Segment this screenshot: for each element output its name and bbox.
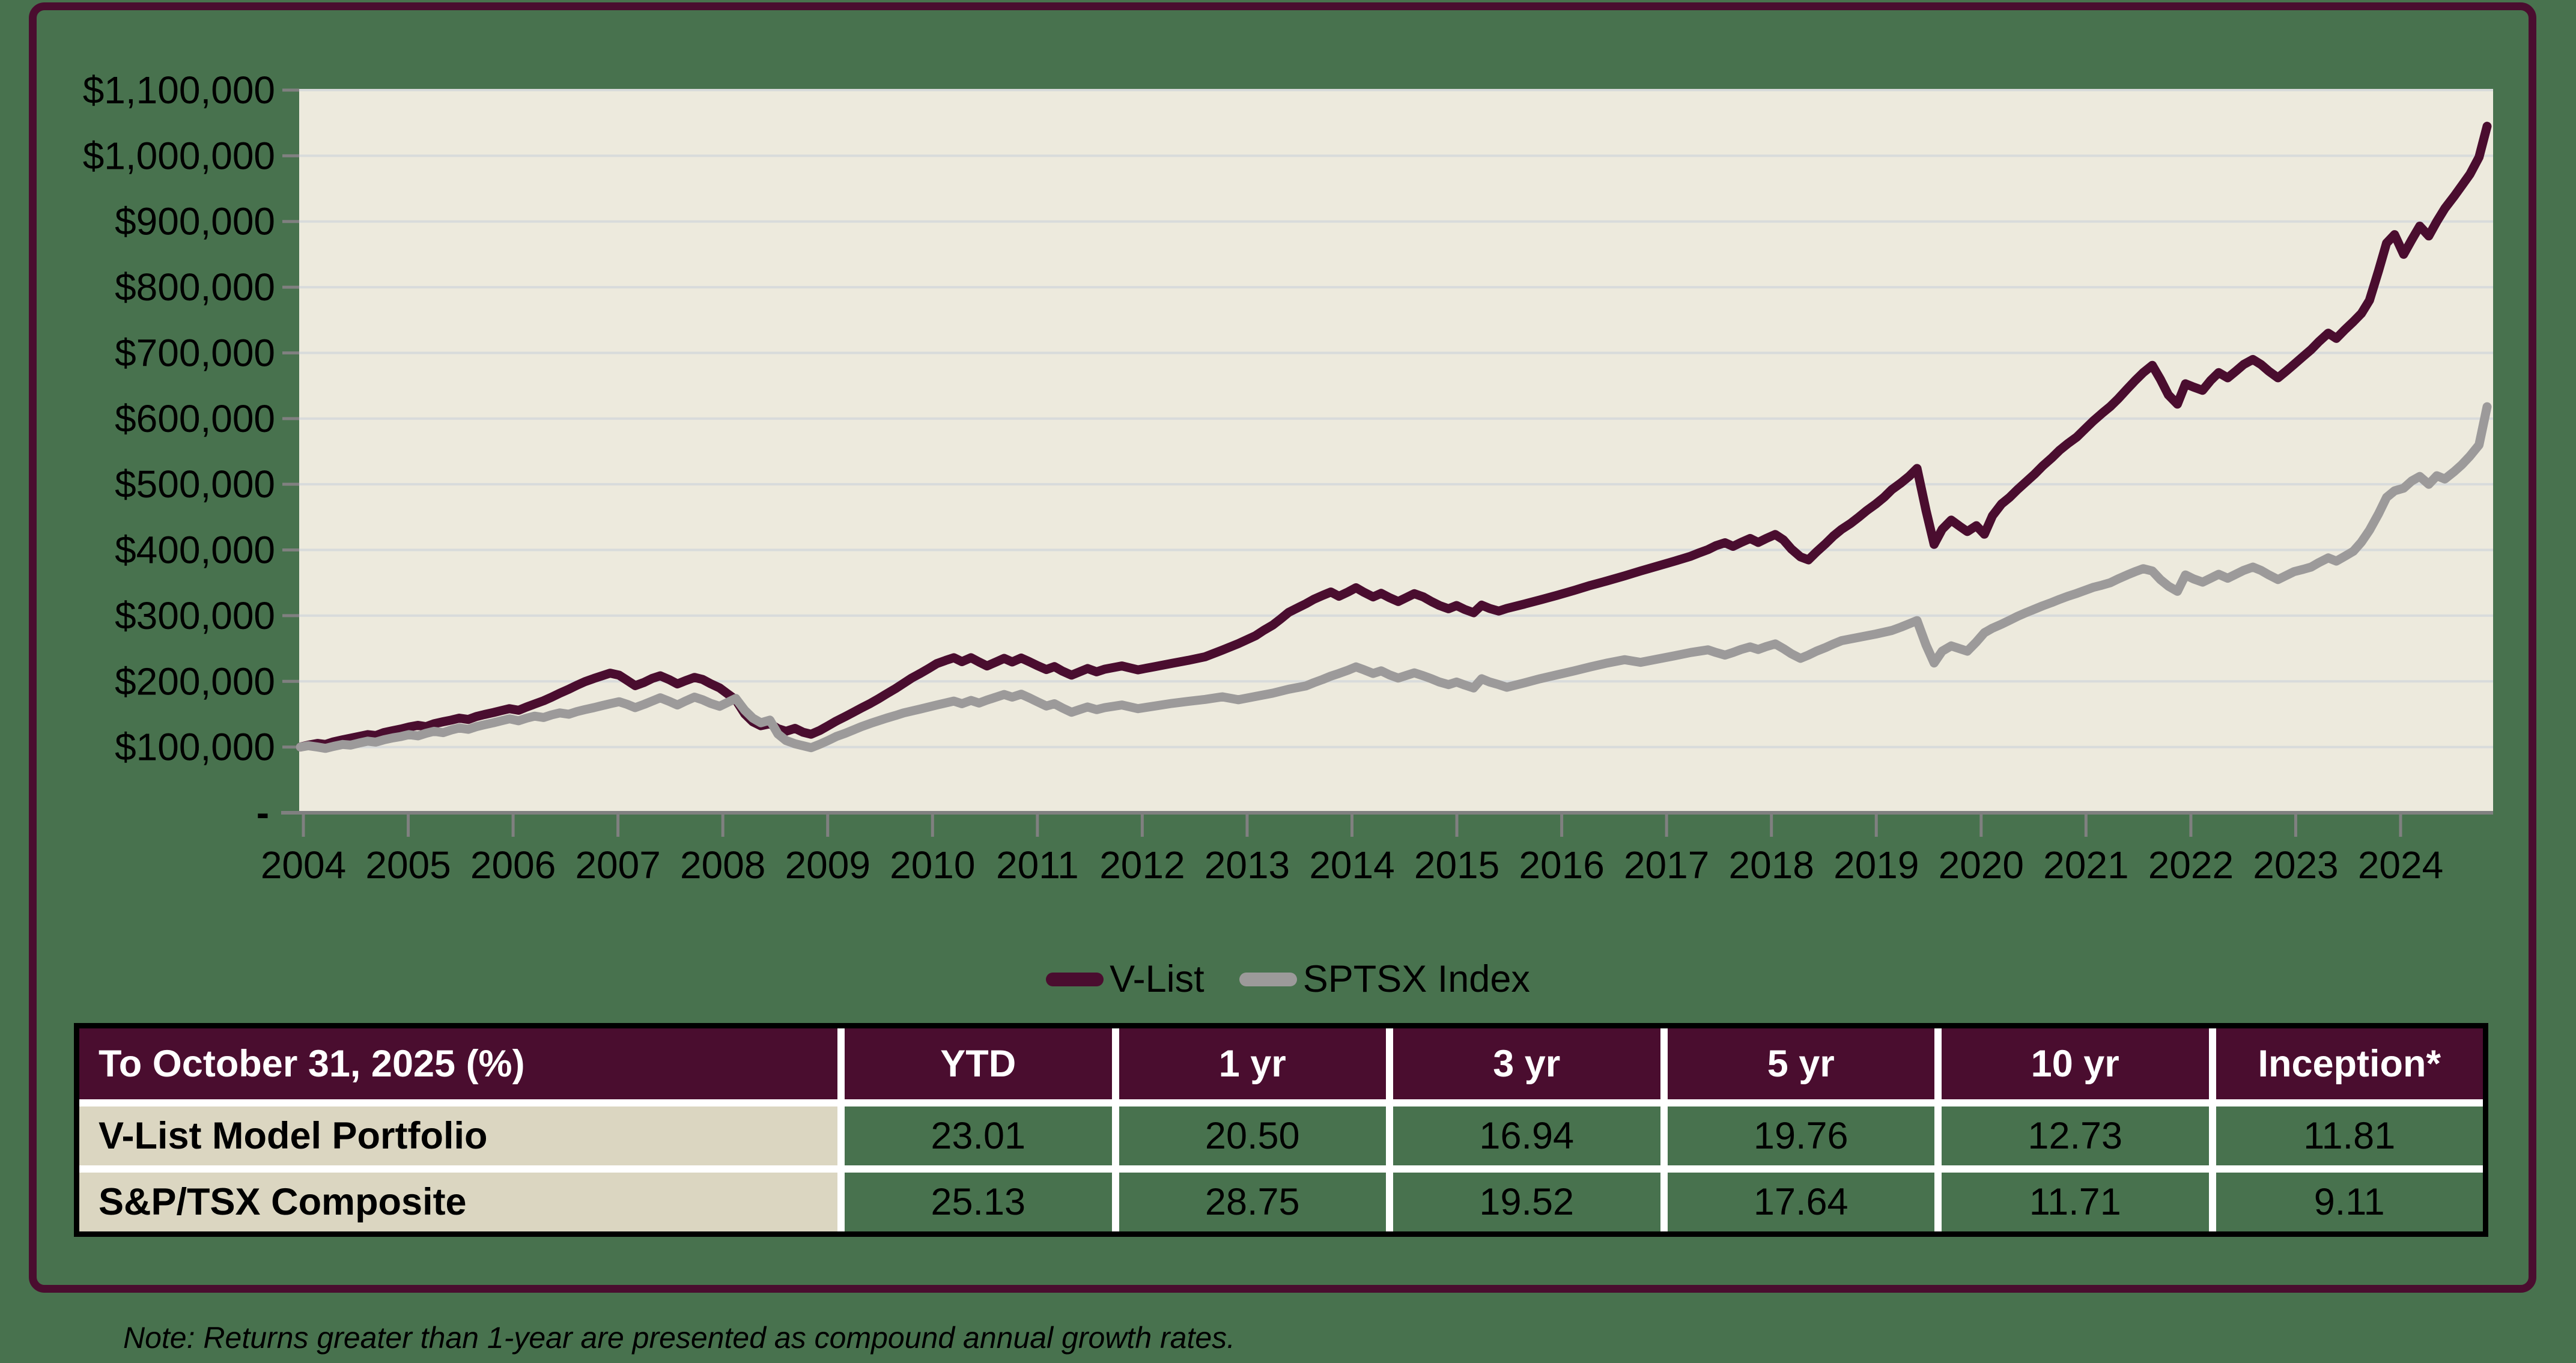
chart-legend: V-List SPTSX Index <box>0 952 2576 1006</box>
growth-of-100k-chart: $1,100,000 $1,000,000 $900,000 $800,000 $700… <box>83 68 2493 887</box>
x-axis-label: 2022 <box>2148 843 2234 887</box>
x-axis-label: 2007 <box>575 843 660 887</box>
sptsx-1yr: 28.75 <box>1119 1173 1386 1231</box>
table-header-3yr: 3 yr <box>1393 1028 1660 1099</box>
v-list-ytd: 23.01 <box>845 1106 1112 1165</box>
sptsx-10yr: 11.71 <box>1942 1173 2209 1231</box>
v-list-10yr: 12.73 <box>1942 1106 2209 1165</box>
sptsx-line-swatch-icon <box>1239 972 1297 986</box>
sptsx-ytd: 25.13 <box>845 1173 1112 1231</box>
v-list-5yr: 19.76 <box>1667 1106 1934 1165</box>
sptsx-5yr: 17.64 <box>1667 1173 1934 1231</box>
x-axis-label: 2014 <box>1309 843 1394 887</box>
x-axis-label: 2006 <box>470 843 556 887</box>
x-axis-label: 2023 <box>2253 843 2338 887</box>
x-axis-label: 2020 <box>1939 843 2024 887</box>
x-axis-label: 2024 <box>2358 843 2443 887</box>
x-axis-label: 2016 <box>1519 843 1604 887</box>
series-line-sptsx-index <box>296 402 2492 753</box>
x-axis-label: 2005 <box>365 843 451 887</box>
x-axis-label: 2010 <box>890 843 975 887</box>
sptsx-inception: 9.11 <box>2216 1173 2483 1231</box>
legend-label: V-List <box>1110 958 1204 1000</box>
x-axis-label: 2021 <box>2043 843 2128 887</box>
legend-label: SPTSX Index <box>1302 958 1530 1000</box>
y-axis-label: $1,000,000 <box>83 134 275 177</box>
v-list-line-swatch-icon <box>1046 972 1104 986</box>
table-header-inception: Inception* <box>2216 1028 2483 1099</box>
y-axis-label: $900,000 <box>115 200 275 243</box>
x-axis-label: 2013 <box>1204 843 1290 887</box>
footnote: Note: Returns greater than 1-year are pr… <box>123 1321 1236 1355</box>
y-axis-label: $200,000 <box>115 660 275 703</box>
table-header-1yr: 1 yr <box>1119 1028 1386 1099</box>
y-axis-label: $1,100,000 <box>83 68 275 112</box>
y-axis-label: - <box>257 791 269 834</box>
performance-table: To October 31, 2025 (%) YTD 1 yr 3 yr 5 … <box>74 1023 2488 1237</box>
legend-item-v-list: V-List <box>1046 958 1204 1001</box>
x-axis-label: 2019 <box>1833 843 1919 887</box>
table-header-10yr: 10 yr <box>1942 1028 2209 1099</box>
series-line-v-list <box>296 121 2492 752</box>
x-axis-label: 2009 <box>785 843 870 887</box>
x-axis-label: 2017 <box>1624 843 1709 887</box>
y-axis-label: $400,000 <box>115 529 275 572</box>
v-list-1yr: 20.50 <box>1119 1106 1386 1165</box>
x-axis-label: 2004 <box>261 843 346 887</box>
x-axis-label: 2008 <box>680 843 765 887</box>
x-axis-label: 2012 <box>1099 843 1185 887</box>
table-header-period: To October 31, 2025 (%) <box>79 1028 837 1099</box>
v-list-3yr: 16.94 <box>1393 1106 1660 1165</box>
y-axis-label: $700,000 <box>115 331 275 374</box>
table-header-ytd: YTD <box>845 1028 1112 1099</box>
row-label-v-list: V-List Model Portfolio <box>79 1106 837 1165</box>
y-axis-label: $100,000 <box>115 726 275 769</box>
y-axis-label: $800,000 <box>115 266 275 309</box>
y-axis-label: $500,000 <box>115 463 275 506</box>
x-axis-label: 2018 <box>1729 843 1814 887</box>
legend-item-sptsx: SPTSX Index <box>1239 958 1530 1001</box>
x-axis-label: 2015 <box>1414 843 1499 887</box>
table-header-5yr: 5 yr <box>1667 1028 1934 1099</box>
v-list-inception: 11.81 <box>2216 1106 2483 1165</box>
y-axis-label: $600,000 <box>115 397 275 440</box>
plot-area <box>299 90 2493 813</box>
sptsx-3yr: 19.52 <box>1393 1173 1660 1231</box>
x-axis-label: 2011 <box>996 843 1079 887</box>
row-label-sptsx: S&P/TSX Composite <box>79 1173 837 1231</box>
y-axis-label: $300,000 <box>115 594 275 637</box>
